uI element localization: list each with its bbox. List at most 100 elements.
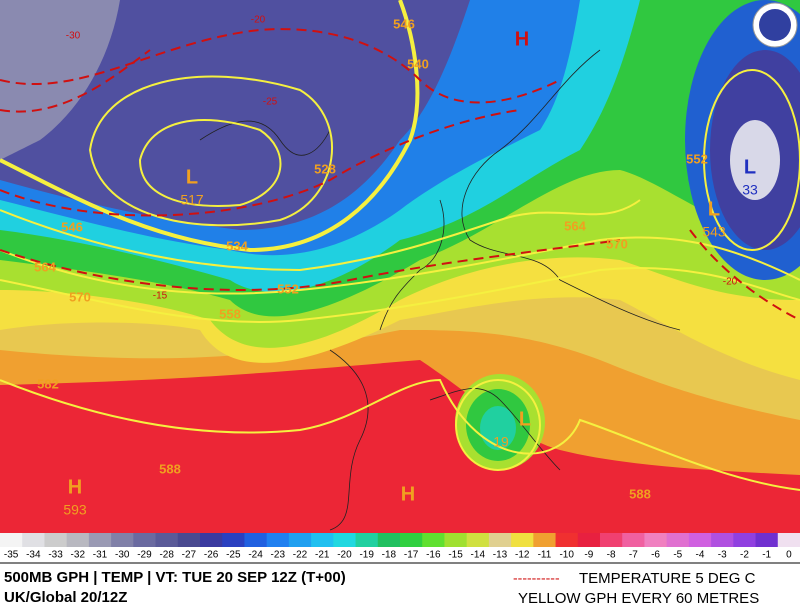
center-value: 19: [493, 434, 509, 450]
gph-label: 570: [606, 236, 628, 251]
gph-label: 546: [61, 219, 83, 234]
gph-label: 570: [69, 289, 91, 304]
colorbar-label: -15: [448, 550, 463, 561]
pressure-center: L: [519, 408, 531, 430]
colorbar-cell: [111, 533, 134, 547]
colorbar-cell: [177, 533, 201, 547]
gph-label: 588: [629, 486, 651, 501]
colorbar-label: -1: [762, 550, 771, 561]
colorbar-label: -28: [159, 550, 174, 561]
colorbar-label: -26: [204, 550, 219, 561]
colorbar-cell: [622, 533, 645, 547]
gph-label: 582: [37, 376, 59, 391]
pressure-center: L: [708, 198, 720, 220]
temp-label: -30: [66, 31, 81, 42]
center-value: 543: [702, 224, 726, 240]
map-background: [0, 0, 800, 533]
colorbar-cell: [244, 533, 268, 547]
colorbar-cell: [422, 533, 445, 547]
colorbar-label: -20: [337, 550, 352, 561]
temp-label: -15: [153, 291, 168, 302]
footer-model: UK/Global 20/12Z: [4, 589, 127, 606]
gph-label: 558: [219, 306, 241, 321]
colorbar-cell: [444, 533, 468, 547]
colorbar-label: -24: [248, 550, 263, 561]
gph-label: 540: [407, 56, 429, 71]
colorbar-label: -5: [673, 550, 682, 561]
colorbar-cell: [200, 533, 223, 547]
colorbar-cell: [555, 533, 579, 547]
colorbar-cell: [222, 533, 245, 547]
colorbar-cell: [488, 533, 512, 547]
colorbar-cell: [733, 533, 757, 547]
colorbar-cell: [466, 533, 490, 547]
colorbar-label: -31: [93, 550, 108, 561]
pressure-center: H: [515, 28, 529, 50]
colorbar-cell: [311, 533, 334, 547]
colorbar-cell: [155, 533, 179, 547]
colorbar-cell: [644, 533, 668, 547]
colorbar-label: -11: [538, 550, 552, 561]
temp-dash: ----------: [513, 570, 560, 586]
pressure-center: L: [744, 156, 756, 178]
colorbar-cell: [377, 533, 401, 547]
pressure-center: L: [186, 166, 198, 188]
colorbar-label: -9: [584, 550, 593, 561]
colorbar-label: -16: [426, 550, 441, 561]
colorbar-cell: [600, 533, 623, 547]
center-value: 33: [742, 182, 758, 198]
colorbar-label: -6: [651, 550, 660, 561]
colorbar-cell: [44, 533, 68, 547]
logo: [752, 2, 798, 48]
pressure-center: H: [68, 476, 82, 498]
colorbar-cell: [777, 533, 800, 547]
colorbar-cell: [755, 533, 779, 547]
colorbar-cell: [133, 533, 157, 547]
colorbar-cell: [66, 533, 90, 547]
colorbar-label: -30: [115, 550, 130, 561]
colorbar-label: -33: [48, 550, 63, 561]
temp-label: -25: [263, 97, 278, 108]
colorbar-cell: [0, 533, 23, 547]
colorbar-cell: [666, 533, 690, 547]
colorbar-label: -21: [315, 550, 330, 561]
gph-label: 546: [393, 16, 415, 31]
gph-label: 564: [564, 218, 586, 233]
temperature-contours: [0, 28, 800, 321]
colorbar-label: -3: [718, 550, 727, 561]
colorbar-cell: [711, 533, 734, 547]
colorbar-label: -4: [696, 550, 705, 561]
colorbar-label: -19: [359, 550, 374, 561]
map-labels: 546 540 528 534 552 558 546 564 570 564 570 552 588 5…: [34, 15, 758, 518]
colorbar-cell: [22, 533, 45, 547]
pressure-center: H: [401, 483, 415, 505]
colorbar-cell: [333, 533, 357, 547]
colorbar-cell: [400, 533, 423, 547]
gph-label: 534: [226, 238, 248, 253]
colorbar-label: -27: [182, 550, 197, 561]
temp-legend: TEMPERATURE 5 DEG C: [579, 570, 756, 587]
colorbar-cell: [266, 533, 290, 547]
center-value: 593: [63, 502, 87, 518]
gph-contours: [0, 0, 800, 491]
colorbar-label: -13: [493, 550, 508, 561]
gph-label: 588: [159, 461, 181, 476]
colorbar-cell: [511, 533, 534, 547]
colorbar-cell: [577, 533, 601, 547]
temp-label: -20: [251, 15, 266, 26]
colorbar-label: -7: [629, 550, 638, 561]
gph-label: 528: [314, 161, 336, 176]
colorbar-cell: [533, 533, 557, 547]
colorbar-label: -35: [4, 550, 19, 561]
colorbar-label: -25: [226, 550, 241, 561]
colorbar-label: -34: [26, 550, 41, 561]
colorbar-label: -14: [471, 550, 486, 561]
colorbar-label: -32: [71, 550, 86, 561]
colorbar: -35 -34 -33 -32 -31 -30 -29 -28 -27 -26 -25 -24 -23-…: [0, 533, 800, 561]
gph-label: 552: [277, 281, 299, 296]
colorbar-label: -29: [137, 550, 152, 561]
colorbar-label: -22: [293, 550, 308, 561]
colorbar-label: -12: [515, 550, 530, 561]
colorbar-label: -2: [740, 550, 749, 561]
colorbar-label: -17: [404, 550, 419, 561]
